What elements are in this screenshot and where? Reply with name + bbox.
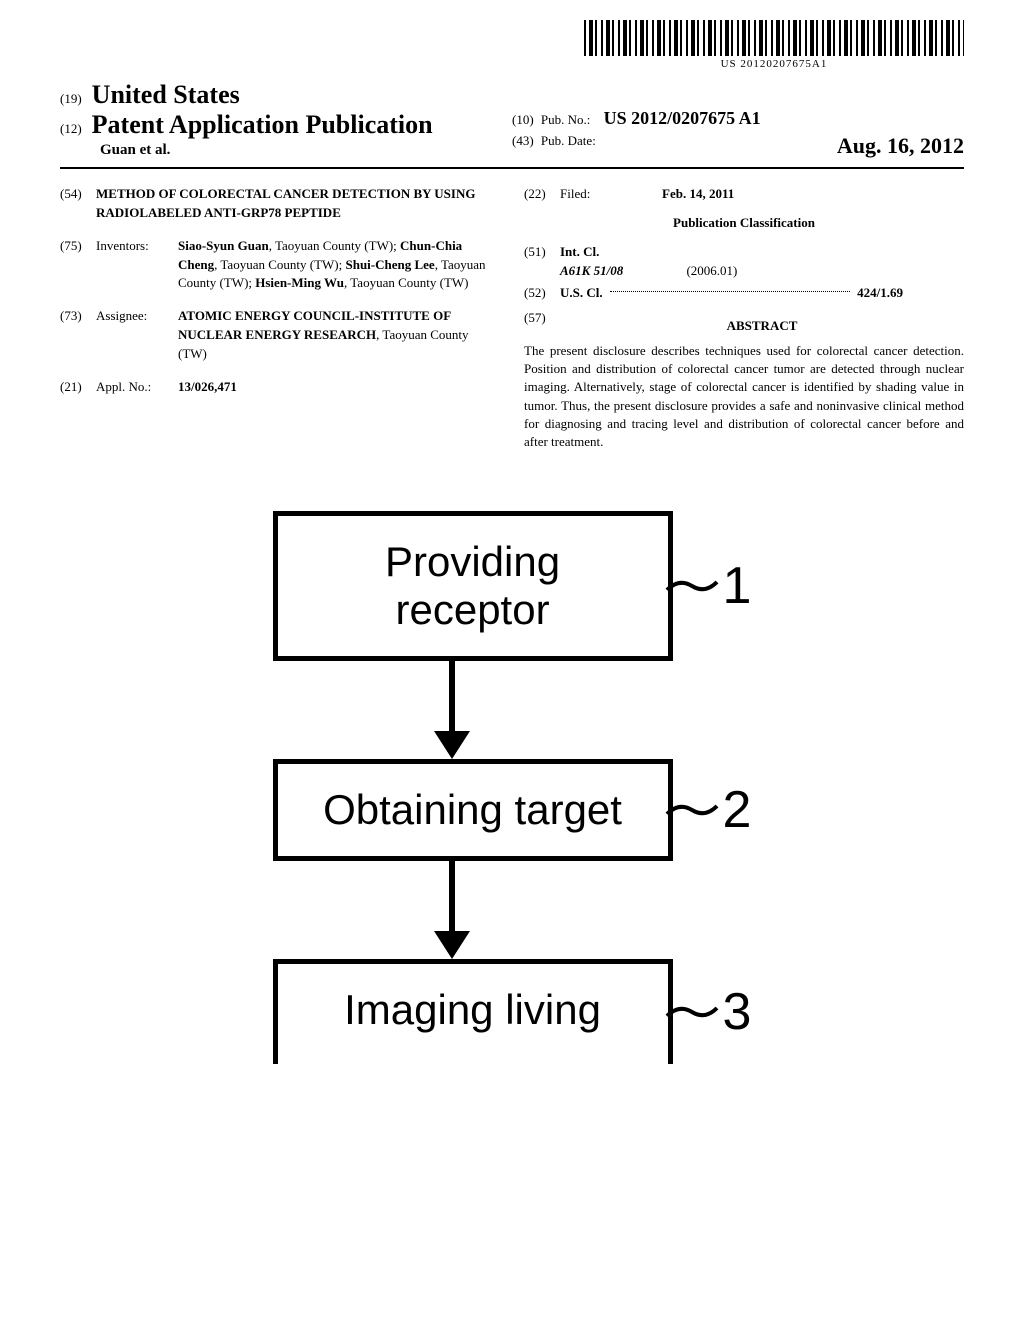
field-73-label: Assignee: bbox=[96, 307, 178, 364]
country-line: (19) United States bbox=[60, 80, 512, 110]
field-22-value: Feb. 14, 2011 bbox=[662, 185, 964, 204]
field-73-value: ATOMIC ENERGY COUNCIL-INSTITUTE OF NUCLE… bbox=[178, 307, 500, 364]
pub-date-label: Pub. Date: bbox=[541, 133, 596, 148]
us-cl-value: 424/1.69 bbox=[857, 285, 903, 300]
flow-num-1-text: 1 bbox=[723, 557, 752, 615]
barcode: US 20120207675A1 bbox=[584, 20, 964, 70]
pub-type: Patent Application Publication bbox=[92, 110, 433, 139]
pub-no-line: (10) Pub. No.: US 2012/0207675 A1 bbox=[512, 108, 964, 129]
code-12: (12) bbox=[60, 121, 82, 136]
abstract-heading-wrap: ABSTRACT bbox=[560, 309, 964, 342]
field-51-code: (51) bbox=[524, 243, 560, 281]
patent-page: US 20120207675A1 (19) United States (12)… bbox=[0, 0, 1024, 1104]
flow-num-2: 2 bbox=[723, 780, 752, 840]
flowchart: Providing receptor 1 Obtaining target 2 … bbox=[202, 511, 822, 1064]
right-column: (22) Filed: Feb. 14, 2011 Publication Cl… bbox=[524, 185, 964, 451]
inventor-1-name: Siao-Syun Guan bbox=[178, 238, 269, 253]
arrow-head-icon bbox=[434, 731, 470, 759]
flow-row-2: Obtaining target 2 bbox=[202, 759, 822, 861]
field-75-code: (75) bbox=[60, 237, 96, 294]
field-73-code: (73) bbox=[60, 307, 96, 364]
arrow-head-icon bbox=[434, 931, 470, 959]
field-52-code: (52) bbox=[524, 284, 560, 303]
country-name: United States bbox=[92, 80, 240, 109]
field-57-row: (57) ABSTRACT bbox=[524, 309, 964, 342]
field-21-value: 13/026,471 bbox=[178, 378, 500, 397]
pub-date-value: Aug. 16, 2012 bbox=[837, 133, 964, 159]
arrow-shaft-icon bbox=[449, 861, 455, 931]
abstract-text: The present disclosure describes techniq… bbox=[524, 342, 964, 451]
arrow-2 bbox=[82, 861, 822, 959]
flow-row-3: Imaging living 3 bbox=[202, 959, 822, 1064]
field-73: (73) Assignee: ATOMIC ENERGY COUNCIL-INS… bbox=[60, 307, 500, 364]
tilde-icon bbox=[665, 576, 719, 596]
header-left: (19) United States (12) Patent Applicati… bbox=[60, 80, 512, 159]
field-21: (21) Appl. No.: 13/026,471 bbox=[60, 378, 500, 397]
header-right: (10) Pub. No.: US 2012/0207675 A1 (43) P… bbox=[512, 108, 964, 159]
field-75: (75) Inventors: Siao-Syun Guan, Taoyuan … bbox=[60, 237, 500, 294]
barcode-area: US 20120207675A1 bbox=[60, 20, 964, 72]
inventor-4-loc: , Taoyuan County (TW) bbox=[344, 275, 469, 290]
field-54-title: METHOD OF COLORECTAL CANCER DETECTION BY… bbox=[96, 185, 500, 223]
us-cl-label: U.S. Cl. bbox=[560, 285, 603, 300]
field-57-code: (57) bbox=[524, 309, 560, 342]
barcode-text: US 20120207675A1 bbox=[584, 58, 964, 70]
inventor-1-loc: , Taoyuan County (TW); bbox=[269, 238, 400, 253]
field-75-value: Siao-Syun Guan, Taoyuan County (TW); Chu… bbox=[178, 237, 500, 294]
field-54-code: (54) bbox=[60, 185, 96, 223]
flow-row-1: Providing receptor 1 bbox=[202, 511, 822, 661]
divider bbox=[60, 167, 964, 169]
code-43: (43) bbox=[512, 133, 534, 148]
flow-box-1: Providing receptor bbox=[273, 511, 673, 661]
body-columns: (54) METHOD OF COLORECTAL CANCER DETECTI… bbox=[60, 185, 964, 451]
pub-no-value: US 2012/0207675 A1 bbox=[604, 108, 761, 128]
arrow-1 bbox=[82, 661, 822, 759]
flow-num-1: 1 bbox=[723, 556, 752, 616]
field-22-code: (22) bbox=[524, 185, 560, 204]
flow-num-3: 3 bbox=[723, 982, 752, 1042]
field-52-value: U.S. Cl. 424/1.69 bbox=[560, 284, 964, 303]
header-row: (19) United States (12) Patent Applicati… bbox=[60, 80, 964, 159]
pub-date-line: (43) Pub. Date: Aug. 16, 2012 bbox=[512, 133, 964, 159]
abstract-heading: ABSTRACT bbox=[560, 317, 964, 336]
left-column: (54) METHOD OF COLORECTAL CANCER DETECTI… bbox=[60, 185, 500, 451]
field-51-value: Int. Cl. A61K 51/08 (2006.01) bbox=[560, 243, 964, 281]
code-10: (10) bbox=[512, 112, 534, 127]
field-21-label: Appl. No.: bbox=[96, 378, 178, 397]
pub-no-label: Pub. No.: bbox=[541, 112, 590, 127]
field-51: (51) Int. Cl. A61K 51/08 (2006.01) bbox=[524, 243, 964, 281]
int-cl-class: A61K 51/08 bbox=[560, 263, 623, 278]
dotted-leader bbox=[610, 291, 850, 292]
field-21-code: (21) bbox=[60, 378, 96, 397]
barcode-bars bbox=[584, 20, 964, 56]
flow-box-3: Imaging living bbox=[273, 959, 673, 1064]
pub-type-line: (12) Patent Application Publication bbox=[60, 110, 512, 140]
field-75-label: Inventors: bbox=[96, 237, 178, 294]
inventor-3-name: Shui-Cheng Lee bbox=[345, 257, 434, 272]
field-22-label: Filed: bbox=[560, 185, 642, 204]
tilde-icon bbox=[665, 800, 719, 820]
authors-line: Guan et al. bbox=[100, 142, 512, 159]
inventor-4-name: Hsien-Ming Wu bbox=[255, 275, 344, 290]
field-54: (54) METHOD OF COLORECTAL CANCER DETECTI… bbox=[60, 185, 500, 223]
inventor-2-loc: , Taoyuan County (TW); bbox=[214, 257, 345, 272]
flow-num-3-text: 3 bbox=[723, 983, 752, 1041]
flow-num-2-text: 2 bbox=[723, 781, 752, 839]
code-19: (19) bbox=[60, 91, 82, 106]
field-22: (22) Filed: Feb. 14, 2011 bbox=[524, 185, 964, 204]
field-52: (52) U.S. Cl. 424/1.69 bbox=[524, 284, 964, 303]
arrow-shaft-icon bbox=[449, 661, 455, 731]
int-cl-label: Int. Cl. bbox=[560, 244, 599, 259]
pub-classification-heading: Publication Classification bbox=[524, 214, 964, 233]
flow-box-2: Obtaining target bbox=[273, 759, 673, 861]
tilde-icon bbox=[665, 1002, 719, 1022]
int-cl-year: (2006.01) bbox=[686, 263, 737, 278]
